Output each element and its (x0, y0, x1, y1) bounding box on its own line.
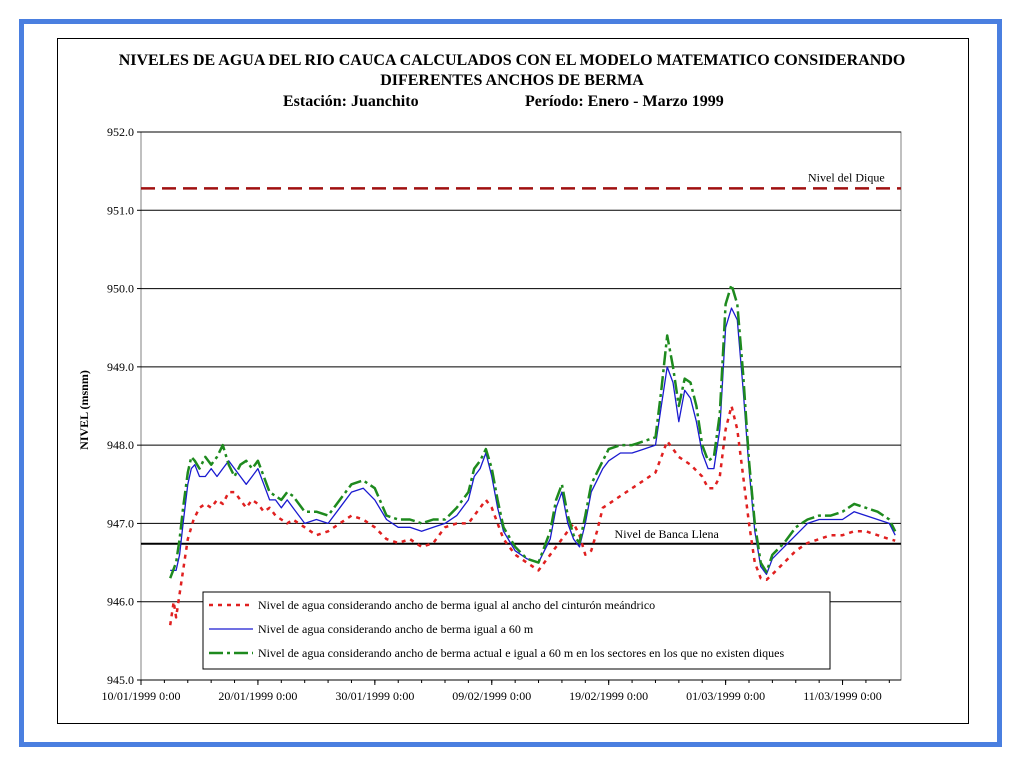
series-red-meander (168, 404, 896, 626)
y-tick-label: 946.0 (107, 595, 134, 609)
chart-title: NIVELES DE AGUA DEL RIO CAUCA CALCULADOS… (118, 52, 906, 69)
y-tick-label: 950.0 (107, 282, 134, 296)
x-tick-label: 09/02/1999 0:00 (452, 689, 531, 703)
chart-title-line2: DIFERENTES ANCHOS DE BERMA (380, 72, 644, 89)
axes: 945.0 946.0 947.0 948.0 949.0 950.0 951.0 952.0… (101, 125, 890, 703)
legend-entry-blue-label: Nivel de agua considerando ancho de berm… (258, 622, 534, 636)
series-green-actual-60m (169, 283, 897, 579)
legend-box (202, 591, 831, 670)
y-tick-label: 945.0 (107, 673, 134, 687)
bankfull-level-label: Nivel de Banca Llena (615, 527, 720, 541)
legend-entry-red-label: Nivel de agua considerando ancho de berm… (258, 598, 655, 612)
outer-frame (19, 19, 1002, 747)
reference-lines: Nivel del Dique Nivel de Banca Llena (141, 170, 901, 545)
y-tick-label: 947.0 (107, 516, 134, 530)
station-subtitle: Estación: Juanchito (283, 93, 419, 110)
x-tick-label: 11/03/1999 0:00 (803, 689, 882, 703)
y-tick-label: 948.0 (107, 438, 134, 452)
legend-entry-green-label: Nivel de agua considerando ancho de berm… (258, 646, 784, 660)
x-tick-label: 30/01/1999 0:00 (335, 689, 414, 703)
legend: Nivel de agua considerando ancho de berm… (202, 591, 831, 670)
series-blue-60m (170, 307, 896, 575)
x-tick-label: 10/01/1999 0:00 (101, 689, 180, 703)
x-tick-label: 20/01/1999 0:00 (218, 689, 297, 703)
y-tick-label: 949.0 (107, 360, 134, 374)
dike-level-label: Nivel del Dique (808, 170, 885, 184)
x-tick-label: 01/03/1999 0:00 (686, 689, 765, 703)
y-tick-label: 951.0 (107, 203, 134, 217)
y-axis-label: NIVEL (msnm) (77, 370, 91, 450)
period-subtitle: Período: Enero - Marzo 1999 (525, 93, 724, 110)
y-tick-label: 952.0 (107, 125, 134, 139)
x-tick-label: 19/02/1999 0:00 (569, 689, 648, 703)
series-lines (168, 283, 897, 626)
grid-lines (140, 131, 902, 681)
